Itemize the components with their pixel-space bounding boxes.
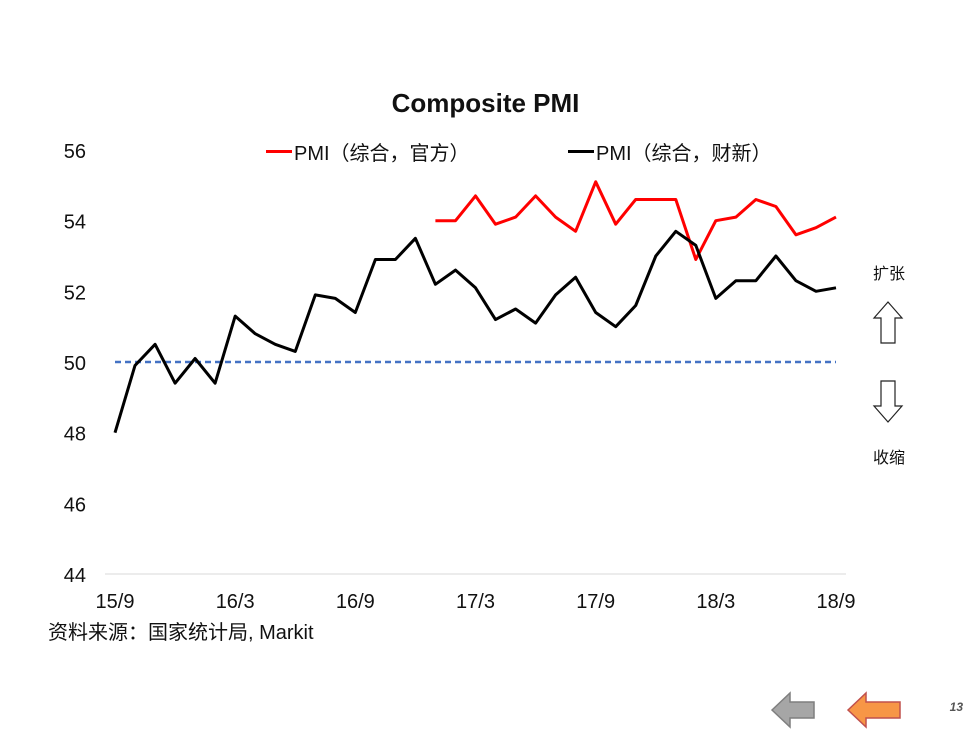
x-tick-label: 16/3 <box>216 591 255 613</box>
x-tick-label: 18/9 <box>817 591 856 613</box>
legend-swatch-official <box>266 150 292 153</box>
back-arrow-button[interactable] <box>770 690 818 730</box>
forward-arrow-button[interactable] <box>846 690 904 730</box>
y-tick-label: 48 <box>64 424 86 446</box>
y-tick-label: 54 <box>64 212 86 234</box>
x-tick-label: 17/3 <box>456 591 495 613</box>
x-tick-label: 17/9 <box>576 591 615 613</box>
x-tick-label: 16/9 <box>336 591 375 613</box>
series-line-caixin <box>113 229 837 434</box>
source-note: 资料来源：国家统计局, Markit <box>48 622 314 644</box>
page-number: 13 <box>949 700 963 714</box>
up-arrow-icon <box>872 301 904 344</box>
down-arrow-icon <box>872 380 904 423</box>
legend-label-caixin: PMI（综合，财新） <box>596 143 772 165</box>
y-tick-label: 56 <box>64 141 86 163</box>
y-tick-label: 50 <box>64 353 86 375</box>
x-tick-label: 15/9 <box>96 591 135 613</box>
expand-label: 扩张 <box>873 266 906 283</box>
legend-swatch-caixin <box>568 150 594 153</box>
legend-caixin: PMI（综合，财新） <box>568 137 772 166</box>
contract-label: 收缩 <box>873 450 906 467</box>
legend-official: PMI（综合，官方） <box>266 137 470 166</box>
series-line-official <box>435 180 837 261</box>
y-tick-label: 52 <box>64 282 86 304</box>
y-tick-label: 44 <box>64 565 86 587</box>
y-tick-label: 46 <box>64 494 86 516</box>
chart-title: Composite PMI <box>391 88 580 118</box>
x-tick-label: 18/3 <box>696 591 735 613</box>
legend-label-official: PMI（综合，官方） <box>294 143 470 165</box>
